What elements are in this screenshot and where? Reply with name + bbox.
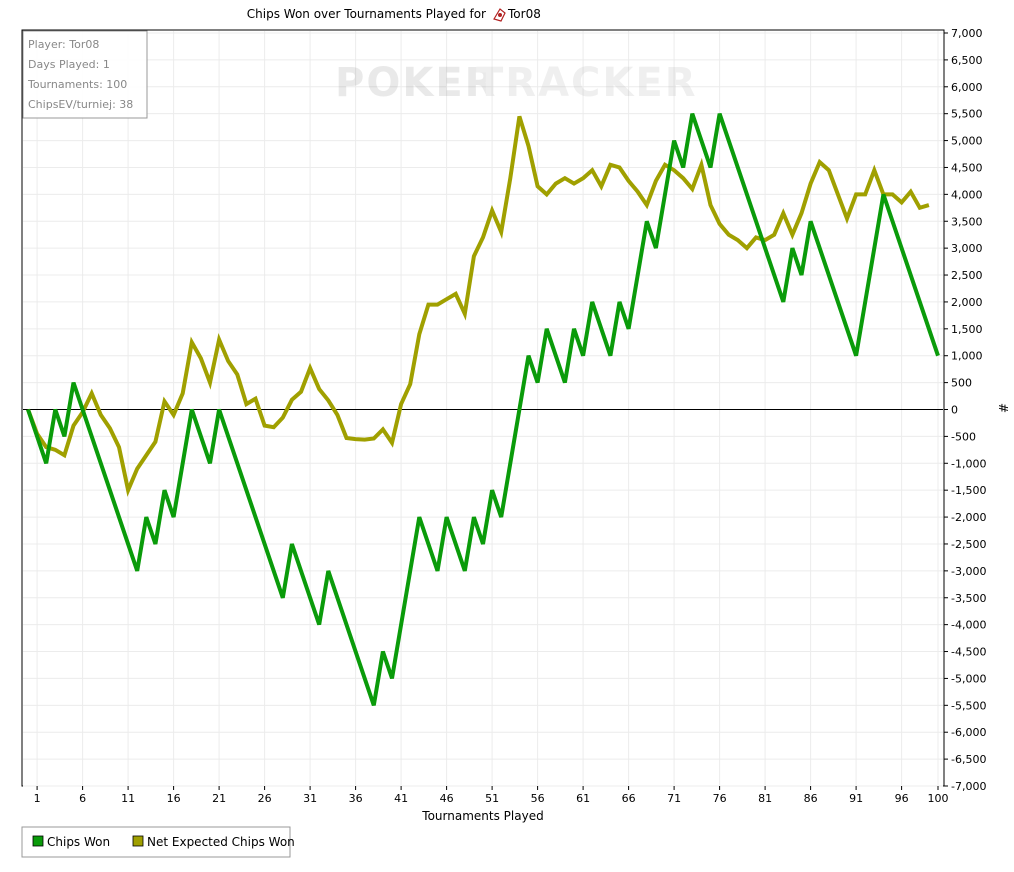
y-tick-label: 0	[951, 404, 958, 417]
x-tick-label: 86	[804, 792, 818, 805]
series-line-chips-won	[26, 113, 940, 706]
x-tick-label: 96	[895, 792, 909, 805]
watermark-tracker: TRACKER	[476, 60, 698, 106]
x-tick-label: 41	[394, 792, 408, 805]
legend: Chips Won Net Expected Chips Won	[21, 826, 295, 858]
legend-item-net-expected-chips-won[interactable]: Net Expected Chips Won	[132, 835, 295, 849]
y-tick-label: 3,000	[951, 242, 983, 255]
y-tick-label: 5,000	[951, 135, 983, 148]
y-tick-label: 3,500	[951, 215, 983, 228]
y-tick-label: -1,000	[951, 457, 986, 470]
y-tick-label: 4,500	[951, 161, 983, 174]
x-tick-label: 21	[212, 792, 226, 805]
y-tick-label: 1,500	[951, 323, 983, 336]
player-icon	[493, 8, 506, 22]
x-tick-label: 91	[849, 792, 863, 805]
y-tick-label: -4,000	[951, 619, 986, 632]
y-tick-label: -2,500	[951, 538, 986, 551]
y-tick-label: -5,000	[951, 672, 986, 685]
watermark-poker: POKER	[335, 60, 497, 106]
y-tick-label: -3,500	[951, 592, 986, 605]
y-tick-label: 6,000	[951, 81, 983, 94]
x-axis: 1 6 11 16 21 26 31 36 41 46 51 56 61 66 71 76 81 86 91 96 10…	[34, 786, 949, 805]
x-tick-label: 76	[713, 792, 727, 805]
y-tick-label: -500	[951, 430, 976, 443]
x-tick-label: 100	[928, 792, 949, 805]
info-days-played: Days Played: 1	[28, 58, 110, 71]
x-tick-label: 36	[349, 792, 363, 805]
x-tick-label: 46	[440, 792, 454, 805]
y-tick-label: -6,500	[951, 753, 986, 766]
y-tick-label: 6,500	[951, 54, 983, 67]
x-tick-label: 61	[576, 792, 590, 805]
y-tick-label: -2,000	[951, 511, 986, 524]
y-tick-label: 2,500	[951, 269, 983, 282]
info-tournaments: Tournaments: 100	[27, 78, 127, 91]
y-axis-label: #	[996, 403, 1010, 413]
info-chips-ev: ChipsEV/turniej: 38	[28, 98, 133, 111]
x-tick-label: 31	[303, 792, 317, 805]
info-box: Player: Tor08 Days Played: 1 Tournaments…	[22, 30, 148, 119]
legend-swatch-chips-won	[32, 835, 44, 847]
y-tick-label: 1,000	[951, 350, 983, 363]
y-tick-label: -3,000	[951, 565, 986, 578]
y-tick-label: -1,500	[951, 484, 986, 497]
series-line-net-expected-chips-won	[26, 115, 930, 497]
y-tick-label: -5,500	[951, 699, 986, 712]
y-tick-label: -4,500	[951, 646, 986, 659]
plot-area	[21, 29, 945, 787]
y-tick-label: 7,000	[951, 27, 983, 40]
legend-label-net-expected: Net Expected Chips Won	[147, 835, 295, 849]
x-tick-label: 11	[121, 792, 135, 805]
pokertracker-watermark: POKER TRACKER	[335, 60, 698, 106]
x-tick-label: 26	[258, 792, 272, 805]
x-tick-label: 1	[34, 792, 41, 805]
legend-swatch-net-expected	[132, 835, 144, 847]
x-tick-label: 66	[622, 792, 636, 805]
x-tick-label: 51	[485, 792, 499, 805]
y-tick-label: -7,000	[951, 780, 986, 793]
x-tick-label: 6	[79, 792, 86, 805]
x-tick-label: 71	[667, 792, 681, 805]
legend-label-chips-won: Chips Won	[47, 835, 110, 849]
y-tick-label: 2,000	[951, 296, 983, 309]
chart-title: Chips Won over Tournaments Played for	[247, 7, 486, 21]
y-tick-label: 500	[951, 377, 972, 390]
y-tick-label: 4,000	[951, 188, 983, 201]
x-tick-label: 16	[167, 792, 181, 805]
chart-title-player: Tor08	[507, 7, 541, 21]
info-player: Player: Tor08	[28, 38, 99, 51]
x-tick-label: 81	[758, 792, 772, 805]
y-tick-label: 5,500	[951, 108, 983, 121]
x-tick-label: 56	[531, 792, 545, 805]
y-tick-label: -6,000	[951, 726, 986, 739]
y-axis: -7,000 -6,500 -6,000 -5,500 -5,000 -4,500 -4,0…	[943, 27, 986, 793]
x-axis-label: Tournaments Played	[421, 809, 543, 823]
series-layer	[26, 113, 940, 706]
legend-item-chips-won[interactable]: Chips Won	[32, 835, 110, 849]
